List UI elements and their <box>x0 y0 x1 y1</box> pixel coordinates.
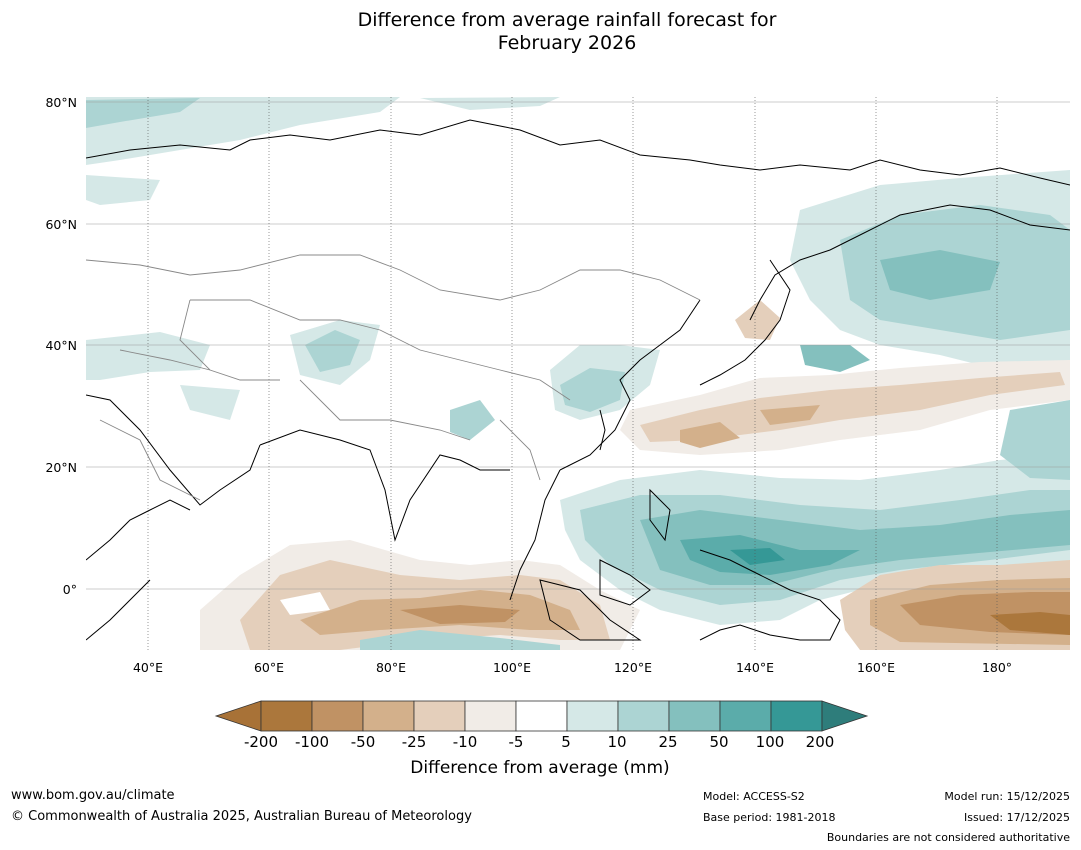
anomaly-pacific-dry-core <box>640 372 1065 442</box>
lat-label-80n: 80°N <box>45 95 77 110</box>
colorbar-swatch <box>311 700 364 732</box>
colorbar <box>214 700 869 732</box>
colorbar-swatch <box>515 700 568 732</box>
anomaly-tropical-wet-l5 <box>730 548 785 565</box>
lat-label-0: 0° <box>62 582 77 597</box>
colorbar-tick: 10 <box>607 733 627 751</box>
coastlines <box>86 119 1070 641</box>
colorbar-tick: -25 <box>401 733 427 751</box>
colorbar-swatch <box>770 700 823 732</box>
lon-label-140e: 140°E <box>735 660 774 675</box>
map-graticule <box>86 97 1070 650</box>
lon-label-80e: 80°E <box>375 660 407 675</box>
footer-model-run: Model run: 15/12/2025 <box>944 790 1070 803</box>
footer-model: Model: ACCESS-S2 <box>703 790 805 803</box>
colorbar-swatch <box>566 700 619 732</box>
colorbar-tick: -50 <box>350 733 376 751</box>
colorbar-tick: 50 <box>709 733 729 751</box>
colorbar-tick: -5 <box>508 733 524 751</box>
colorbar-swatch <box>413 700 466 732</box>
anomaly-indian-wet-south <box>360 630 560 650</box>
lat-label-20n: 20°N <box>45 460 77 475</box>
footer-boundaries-note: Boundaries are not considered authoritat… <box>826 831 1070 844</box>
colorbar-tick: 25 <box>658 733 678 751</box>
anomaly-arctic-wet-2 <box>420 97 560 110</box>
anomaly-arctic-wet-3 <box>86 175 160 205</box>
anomaly-npacific-wet-4 <box>800 345 870 372</box>
colorbar-tick: -10 <box>452 733 478 751</box>
map-plot-area <box>86 97 1070 650</box>
colorbar-tick: 100 <box>755 733 785 751</box>
country-borders <box>86 254 701 501</box>
anomaly-tibet-wet <box>450 400 495 440</box>
colorbar-swatch <box>617 700 670 732</box>
lon-label-160e: 160°E <box>856 660 895 675</box>
anomaly-spacific-dry-l4 <box>990 612 1070 635</box>
colorbar-swatch <box>464 700 517 732</box>
footer-issued: Issued: 17/12/2025 <box>963 811 1070 824</box>
lon-label-100e: 100°E <box>492 660 531 675</box>
lat-label-60n: 60°N <box>45 217 77 232</box>
lon-label-120e: 120°E <box>613 660 652 675</box>
lat-label-40n: 40°N <box>45 338 77 353</box>
anomaly-npacific-wet-core2 <box>880 250 1000 300</box>
colorbar-tick: -200 <box>243 733 279 751</box>
anomaly-pacific-dry-core3 <box>760 405 820 425</box>
colorbar-tick: -100 <box>294 733 330 751</box>
anomaly-arctic-wet-core <box>86 98 200 128</box>
anomaly-indian-white <box>280 592 330 615</box>
map-title-line2: February 2026 <box>497 32 637 54</box>
colorbar-title: Difference from average (mm) <box>410 758 670 778</box>
footer-website-link[interactable]: www.bom.gov.au/climate <box>11 788 175 803</box>
anomaly-casia-wet-core <box>305 330 360 372</box>
colorbar-tick: 5 <box>561 733 571 751</box>
footer-copyright: © Commonwealth of Australia 2025, Austra… <box>11 809 472 824</box>
anomaly-china-wet-core <box>560 368 625 412</box>
anomaly-pacific-dry-core2 <box>680 422 740 448</box>
colorbar-arrow-high <box>821 700 869 732</box>
anomaly-west-wet2 <box>180 385 240 420</box>
map-title-line1: Difference from average rainfall forecas… <box>357 9 777 31</box>
colorbar-swatch <box>719 700 772 732</box>
lon-label-40e: 40°E <box>132 660 164 675</box>
colorbar-arrow-low <box>214 700 262 732</box>
colorbar-swatch <box>668 700 721 732</box>
colorbar-swatch <box>260 700 313 732</box>
colorbar-tick: 200 <box>805 733 835 751</box>
anomaly-indian-dry-l4 <box>400 605 520 624</box>
anomaly-east-wet <box>1000 400 1070 480</box>
footer-base-period: Base period: 1981-2018 <box>703 811 836 824</box>
map-title: Difference from average rainfall forecas… <box>0 9 1081 55</box>
anomaly-japan-dry <box>735 300 780 340</box>
lon-label-60e: 60°E <box>253 660 285 675</box>
colorbar-swatch <box>362 700 415 732</box>
lon-label-180: 180° <box>981 660 1013 675</box>
